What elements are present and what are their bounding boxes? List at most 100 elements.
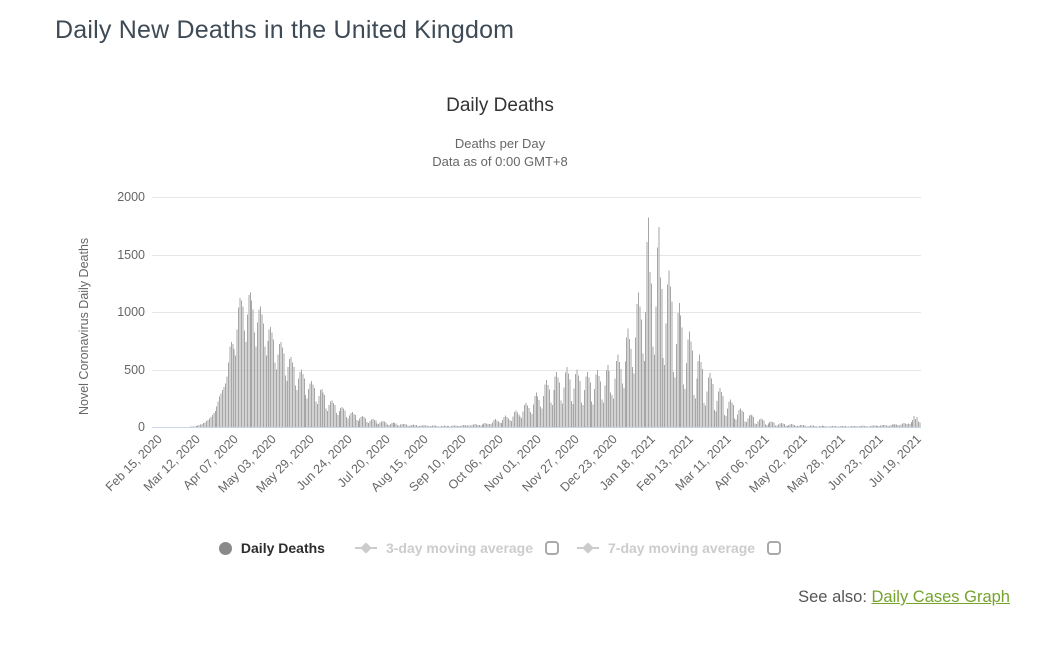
bar [421, 425, 423, 428]
bar [486, 423, 488, 427]
checkbox-7day-average[interactable] [767, 541, 782, 555]
bar [346, 417, 348, 427]
bar [313, 387, 315, 427]
bar [559, 382, 561, 427]
bar [770, 421, 772, 427]
bar [706, 391, 708, 427]
bar [433, 425, 435, 427]
bar [575, 374, 577, 427]
bar [913, 415, 915, 427]
bar [255, 346, 257, 427]
bar [251, 300, 253, 427]
bar [697, 360, 699, 428]
y-tick-label: 500 [124, 362, 145, 377]
bar [794, 424, 796, 427]
x-tick-label: Jul 19, 2021 [865, 432, 924, 491]
checkbox-3day-average[interactable] [545, 541, 560, 555]
bar [662, 358, 664, 427]
bar [220, 393, 222, 427]
legend-item-7day-average[interactable]: 7-day moving average [577, 540, 755, 556]
y-tick-label: 1000 [117, 305, 145, 319]
bar [788, 425, 790, 427]
bar [861, 425, 863, 427]
bar [791, 424, 793, 427]
chart-subtitle-line2: Data as of 0:00 GMT+8 [432, 154, 568, 169]
bar [785, 425, 787, 427]
bar [417, 425, 419, 427]
bar [659, 277, 661, 427]
bar [904, 423, 906, 427]
bar [566, 367, 568, 427]
bar [630, 348, 632, 427]
legend-label-daily-deaths: Daily Deaths [240, 540, 325, 556]
bar [786, 425, 788, 427]
bar [315, 401, 317, 427]
bar [413, 424, 415, 428]
bar [278, 344, 280, 427]
bar [324, 394, 326, 427]
bar [852, 425, 854, 427]
bar [214, 410, 216, 427]
legend-item-3day-average[interactable]: 3-day moving average [354, 540, 533, 556]
bar [918, 421, 920, 427]
circle-marker-icon [218, 541, 232, 555]
bar [242, 306, 244, 427]
bar [316, 404, 318, 427]
bar [392, 422, 394, 427]
bar [813, 425, 815, 427]
bar [525, 402, 527, 427]
bar [814, 425, 816, 427]
bar [672, 371, 674, 427]
bar [537, 396, 539, 428]
bar [360, 416, 362, 427]
bar [481, 424, 483, 427]
bar [528, 408, 530, 428]
bar [896, 424, 898, 427]
bar [569, 379, 571, 428]
bar [640, 319, 642, 427]
bar [208, 418, 210, 427]
bar [900, 424, 902, 427]
bar [497, 421, 499, 427]
bar [359, 418, 361, 427]
bar [494, 419, 496, 427]
bar [490, 424, 492, 427]
legend-item-daily-deaths[interactable]: Daily Deaths [218, 540, 325, 556]
bar [448, 426, 450, 427]
bar [604, 385, 606, 427]
bar [613, 398, 615, 427]
bar [899, 425, 901, 427]
bar [246, 314, 248, 427]
daily-cases-link[interactable]: Daily Cases Graph [871, 588, 1010, 606]
bar [778, 424, 779, 427]
bar [859, 426, 861, 427]
bar [405, 424, 407, 428]
bar [268, 329, 270, 427]
bar [489, 423, 491, 427]
bar [200, 424, 202, 427]
bar [910, 421, 912, 427]
bar [524, 405, 526, 427]
bar [686, 363, 688, 428]
bar [585, 376, 587, 427]
bar [217, 401, 219, 427]
bar [459, 426, 461, 427]
bar [230, 341, 232, 427]
bar [653, 354, 655, 427]
bar [572, 404, 574, 427]
bar [753, 417, 755, 428]
bar [853, 425, 855, 427]
bar [767, 423, 769, 427]
bar [356, 420, 358, 427]
bar [477, 424, 479, 427]
bar [510, 421, 512, 427]
bar [293, 367, 295, 427]
bar [351, 412, 353, 427]
bar [724, 414, 726, 427]
bar [211, 415, 213, 428]
bar [443, 425, 445, 427]
bar [363, 417, 365, 427]
bar [829, 426, 831, 427]
bar [502, 420, 504, 427]
bar [527, 405, 529, 427]
